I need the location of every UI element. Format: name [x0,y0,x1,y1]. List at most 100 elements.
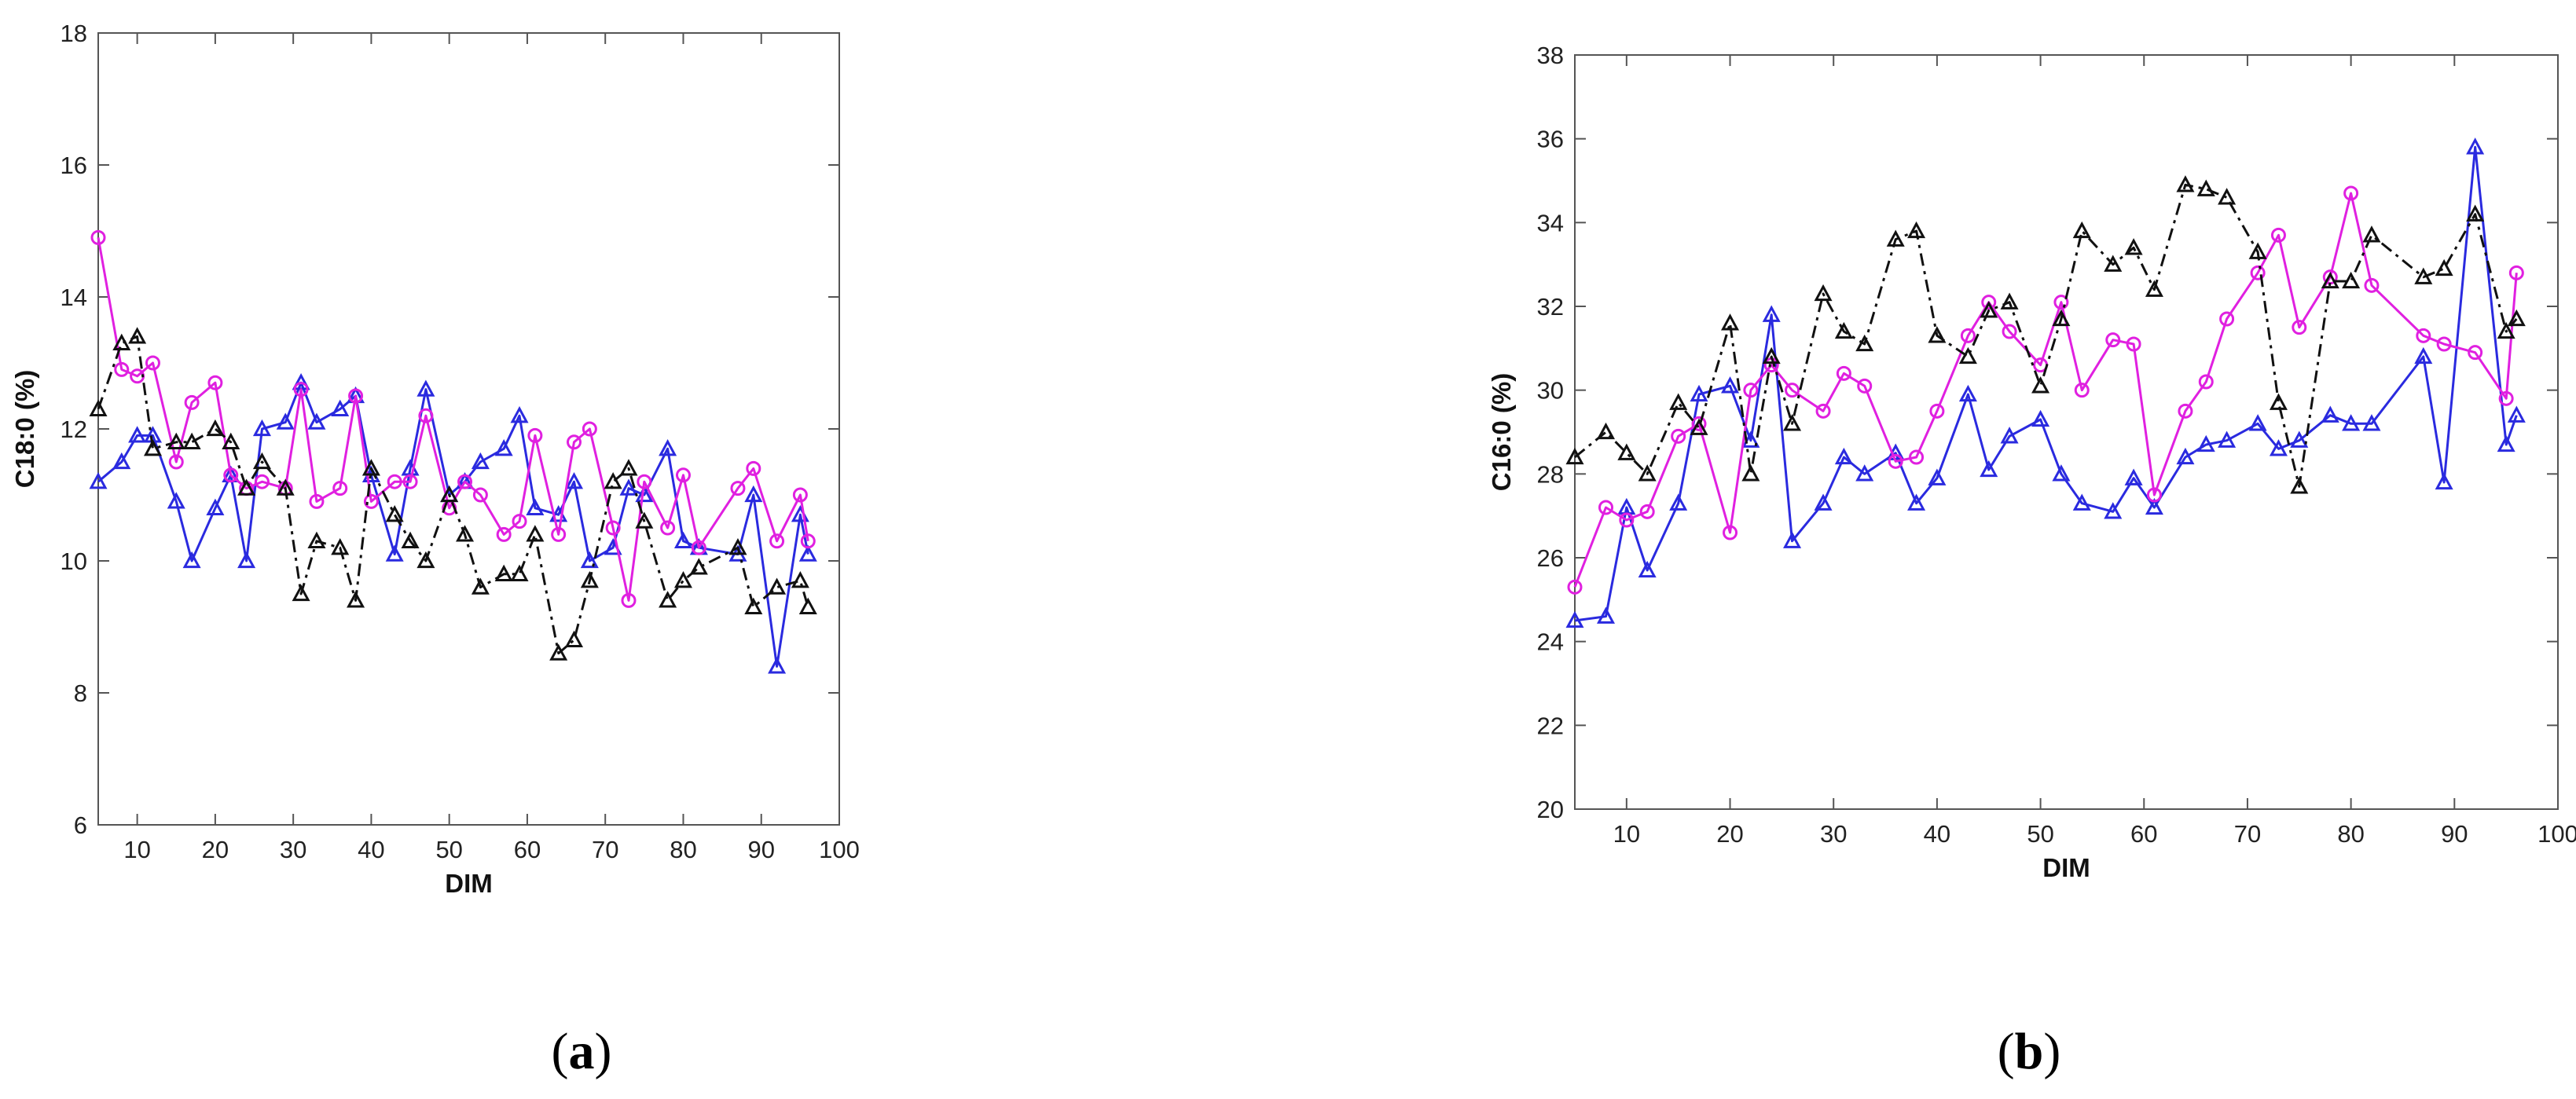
chart-a-series-3-point [659,591,677,608]
chart-b-series-3-point [2124,238,2143,255]
chart-a-series-2-point [184,394,200,410]
chart-a-series-2-point [168,454,184,470]
chart-a-series-3-point [549,643,568,661]
chart-b-series-1-point [2414,346,2433,365]
chart-b-series-1-point [2196,434,2215,452]
chart-a-series-3-point [292,584,310,602]
chart-a-series-2-point [207,375,223,390]
chart-b-series-2-point [2292,320,2307,335]
chart-a-series-2-point [512,514,527,529]
chart-a-series-2-point [792,487,808,503]
chart-a-y-tick-label: 18 [61,20,87,47]
chart-a-series-2-point [114,361,130,377]
chart-a-series-1-point [89,472,108,489]
chart-b-series-2-point [1960,328,1976,343]
chart-b-series-1-point [2269,439,2288,456]
chart-b-series-3-point [1855,334,1874,352]
chart-b-series-2-point [2198,374,2214,390]
chart-a-plot-frame [97,32,840,826]
chart-b-series-1-point [1762,305,1781,322]
chart-b-y-tick-label: 38 [1537,42,1564,69]
chart-a-series-3-point [222,432,240,449]
chart-a-series-3-point [744,597,763,614]
chart-b-x-tick-label: 80 [2337,820,2364,848]
chart-b-series-2-point [1671,428,1686,444]
chart-a-series-2-point [551,526,567,542]
chart-a-series-1-point [673,531,692,548]
chart-b-series-2-point [2250,265,2266,280]
chart-a-series-1-point [276,412,295,430]
chart-b-series-3-line [1574,183,2518,488]
chart-a-series-3 [89,327,817,661]
chart-b-series-3-point [1762,346,1781,365]
chart-b-panel-label: (b) [1998,1023,2061,1080]
chart-a-x-tick-label: 10 [123,836,150,863]
chart-a-series-1-point [580,551,599,569]
chart-a-series-2 [90,229,816,608]
chart-b-series-1-point [2000,427,2019,444]
chart-b-series-3-point [2507,309,2526,327]
chart-b-series-2-point [2498,390,2514,406]
chart-b-series-1-point [1783,531,1802,548]
chart-b-series-3-point [2269,393,2288,410]
chart-b-series-2-point [2436,336,2452,352]
chart-b-series-3-point [1690,418,1708,435]
chart-b-y-tick-label: 34 [1537,209,1564,236]
chart-a-y-tick-label: 12 [61,416,87,443]
chart-b-y-tick-label: 32 [1537,293,1564,321]
chart-a-series-3-point [471,577,490,595]
chart-b-series-1-point [1855,464,1874,482]
chart-b-series-1-point [2435,472,2453,490]
chart-a-series-3-point [237,478,256,496]
chart-b-series-3-point [2342,271,2361,289]
chart-a-series-1-point [526,498,545,515]
chart-b-series-3-point [1783,414,1802,431]
chart-b-series-1-point [2176,447,2195,465]
chart-a-series-3-point [347,591,365,608]
chart-a-series-3-point [689,558,708,575]
chart-b-series-1-point [1690,384,1708,402]
chart-b-series-1-point [1596,606,1616,624]
chart-a-series-2-point [309,493,325,509]
chart-a-series-3-point [619,459,638,476]
chart-a-series-3-point [440,485,459,503]
chart-a-series-1-point [510,406,529,423]
chart-b-series-1-point [1928,468,1947,485]
chart-a-series-3-point [456,525,475,542]
chart-a-x-tick-label: 20 [202,836,229,863]
chart-b-series-2-point [2146,487,2162,503]
chart-a-y-tick-label: 8 [74,680,87,707]
chart-b-x-axis-label: DIM [2042,853,2090,882]
chart-b-series-2-point [1888,453,1903,469]
chart-b-series-3-point [1928,326,1947,343]
chart-a-series-1-point [619,478,638,496]
chart-a-series-1-point [635,485,654,503]
chart-a-series-3-point [401,531,420,548]
chart-a-series-3-point [798,597,817,614]
chart-a-series-2-point [348,388,364,404]
chart-b-series-3-point [1886,229,1905,247]
chart-b-series-1-point [2248,414,2267,431]
chart-b-series-3-point [2176,175,2195,192]
chart-b-series-3-point [2466,204,2485,222]
chart-b-series-3-point [1834,321,1853,339]
chart-b-series-2-point [1815,403,1831,419]
chart-a-series-3-point [182,432,201,449]
chart-b-series-3-point [2052,309,2071,327]
chart-b-series-2-line [1573,192,2518,588]
chart-a-x-tick-label: 50 [435,836,462,863]
chart-b-series-3-point [1721,313,1740,331]
chart-b-series-2-point [1598,500,1614,515]
chart-a-series-3-point [89,399,108,416]
chart-a-series-2-point [769,533,785,549]
chart-b-series-2-point [1723,525,1738,540]
chart-b-series-1-point [1834,447,1853,465]
chart-b-series-2-point [2126,336,2141,352]
chart-b-series-3-point [1980,301,1998,318]
chart-b-series-2-point [1743,383,1759,398]
chart-b-series-1-line [1574,145,2518,622]
chart-b-x-tick-label: 30 [1820,820,1847,848]
chart-a-series-3-point [331,538,350,555]
chart-b-x-tick-label: 50 [2027,820,2053,848]
